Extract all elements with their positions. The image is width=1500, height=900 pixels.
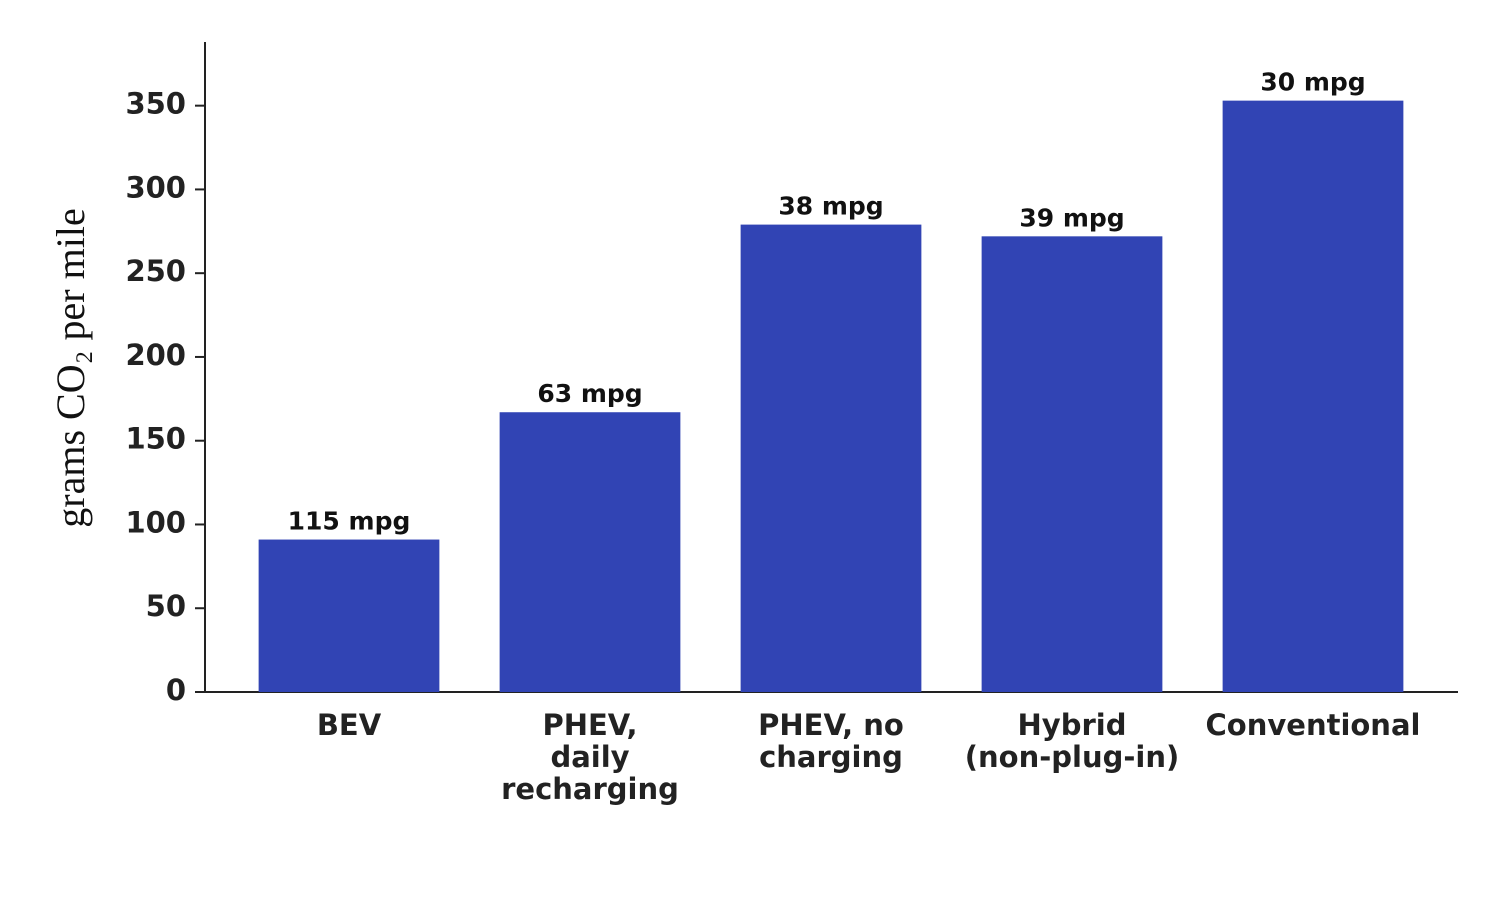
bar-annotation: 30 mpg — [1260, 68, 1365, 97]
x-tick-label: BEV — [317, 708, 382, 742]
y-axis-label: grams CO₂ per mile — [48, 208, 93, 527]
bar-annotation: 39 mpg — [1019, 203, 1124, 232]
y-tick-label: 100 — [125, 505, 186, 539]
bar — [981, 236, 1163, 692]
bar-annotation: 38 mpg — [778, 192, 883, 221]
bar — [499, 412, 681, 692]
y-tick-label: 50 — [146, 589, 186, 623]
bar-annotation: 115 mpg — [288, 507, 411, 536]
y-tick-label: 350 — [125, 87, 186, 121]
y-tick-label: 0 — [166, 673, 186, 707]
x-tick-label: PHEV, no charging — [758, 708, 904, 774]
bar — [258, 539, 440, 692]
bar — [1222, 100, 1404, 692]
x-tick-label: PHEV, daily recharging — [501, 708, 679, 806]
y-tick-label: 250 — [125, 254, 186, 288]
x-tick-label: Hybrid (non-plug-in) — [965, 708, 1179, 774]
bar — [740, 224, 922, 692]
y-tick-label: 200 — [125, 338, 186, 372]
y-tick-label: 300 — [125, 170, 186, 204]
bar-annotation: 63 mpg — [537, 379, 642, 408]
x-tick-label: Conventional — [1206, 708, 1421, 742]
y-tick-label: 150 — [125, 422, 186, 456]
